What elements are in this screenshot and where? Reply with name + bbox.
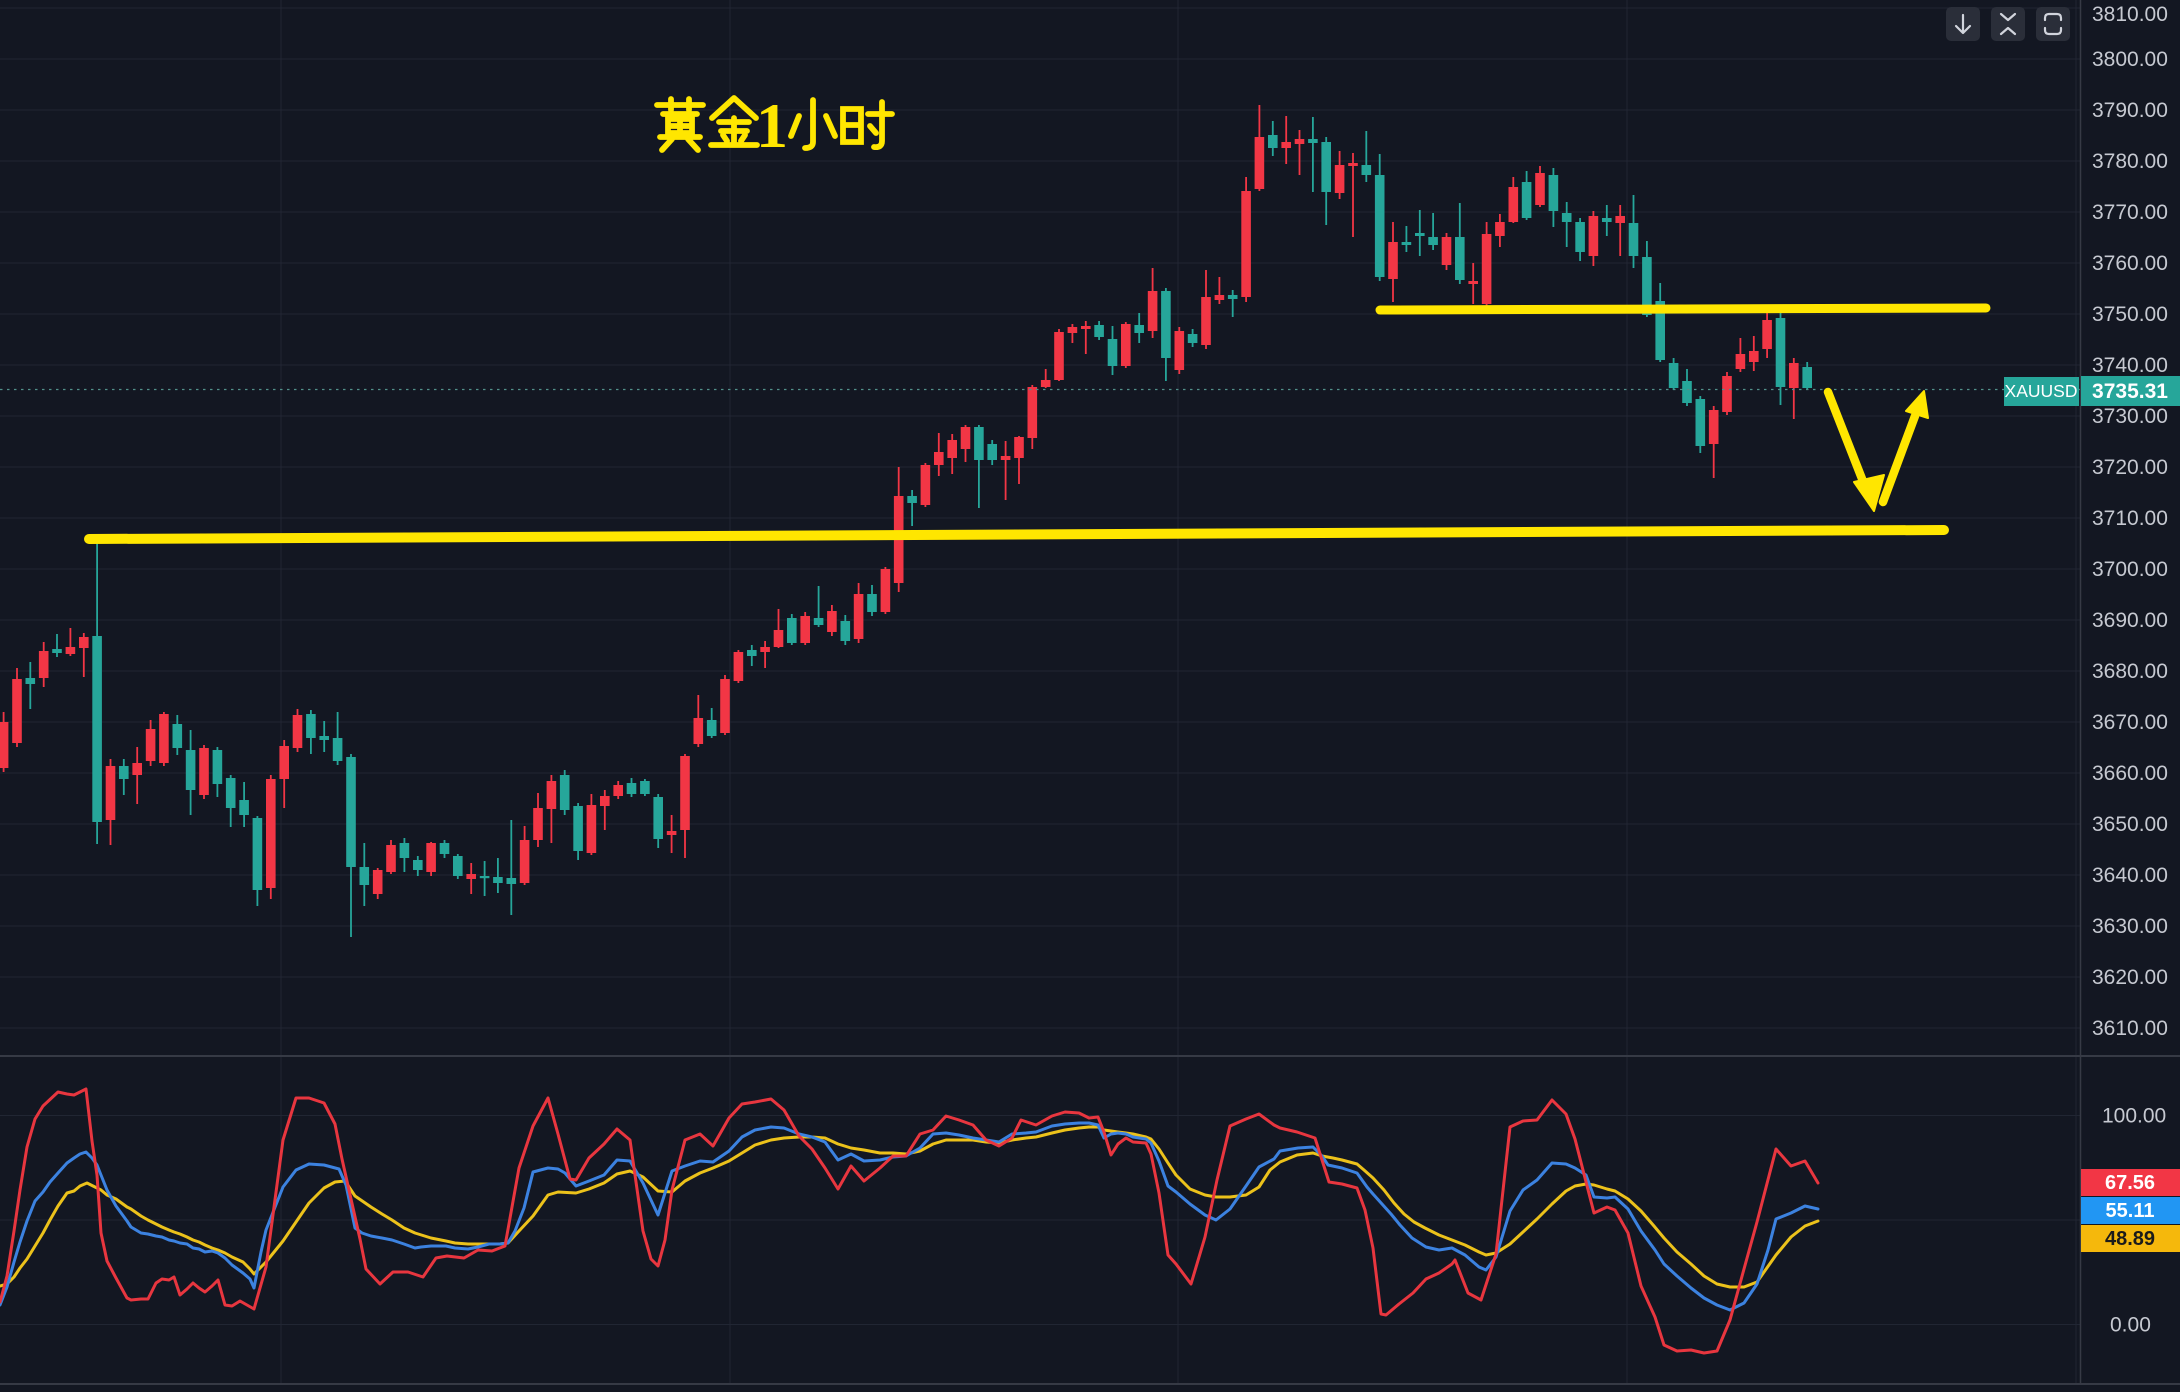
svg-text:3800.00: 3800.00 <box>2092 48 2168 71</box>
svg-text:3640.00: 3640.00 <box>2092 864 2168 887</box>
svg-text:100.00: 100.00 <box>2102 1105 2166 1128</box>
svg-text:3810.00: 3810.00 <box>2092 3 2168 26</box>
svg-text:3770.00: 3770.00 <box>2092 201 2168 224</box>
svg-text:3790.00: 3790.00 <box>2092 99 2168 122</box>
svg-text:3650.00: 3650.00 <box>2092 813 2168 836</box>
svg-text:55.11: 55.11 <box>2106 1200 2155 1222</box>
svg-text:3735.31: 3735.31 <box>2092 380 2168 403</box>
svg-text:3630.00: 3630.00 <box>2092 915 2168 938</box>
svg-text:48.89: 48.89 <box>2105 1228 2155 1250</box>
svg-text:3660.00: 3660.00 <box>2092 762 2168 785</box>
svg-text:3760.00: 3760.00 <box>2092 252 2168 275</box>
svg-text:3740.00: 3740.00 <box>2092 354 2168 377</box>
svg-text:3730.00: 3730.00 <box>2092 405 2168 428</box>
svg-text:3780.00: 3780.00 <box>2092 150 2168 173</box>
svg-text:1: 1 <box>756 90 788 161</box>
svg-text:3710.00: 3710.00 <box>2092 507 2168 530</box>
svg-text:3690.00: 3690.00 <box>2092 609 2168 632</box>
svg-text:XAUUSD: XAUUSD <box>2005 381 2078 401</box>
svg-text:3680.00: 3680.00 <box>2092 660 2168 683</box>
svg-text:67.56: 67.56 <box>2105 1172 2155 1194</box>
svg-text:3670.00: 3670.00 <box>2092 711 2168 734</box>
svg-text:0.00: 0.00 <box>2110 1314 2151 1337</box>
svg-text:3750.00: 3750.00 <box>2092 303 2168 326</box>
svg-text:3620.00: 3620.00 <box>2092 966 2168 989</box>
svg-text:3610.00: 3610.00 <box>2092 1017 2168 1040</box>
svg-text:3700.00: 3700.00 <box>2092 558 2168 581</box>
svg-text:3720.00: 3720.00 <box>2092 456 2168 479</box>
